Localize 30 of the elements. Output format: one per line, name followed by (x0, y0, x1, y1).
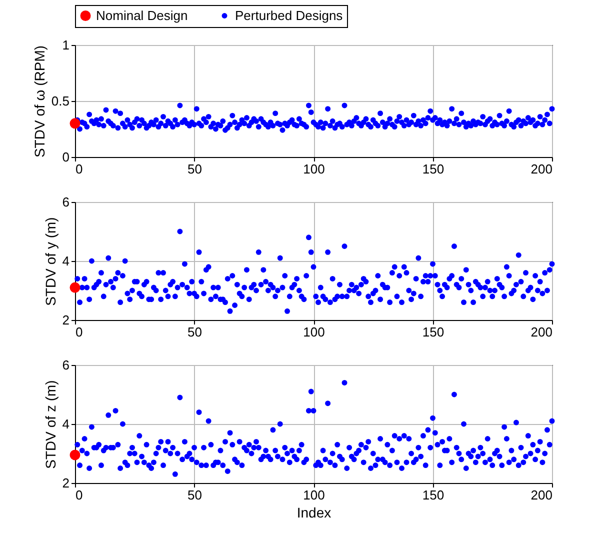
legend-label: Nominal Design (96, 8, 188, 23)
y-tick-label: 2 (62, 476, 70, 490)
x-tick-label: 100 (303, 324, 325, 340)
y-tick-label: 6 (62, 194, 70, 210)
y-tick-label: 6 (62, 358, 70, 372)
x-tick-label: 50 (188, 162, 202, 176)
y-axis-title: STDV of ω (RPM) (31, 45, 48, 158)
y-axis-title: STDV of y (m) (42, 217, 58, 306)
x-tick-label: 200 (530, 488, 552, 502)
y-tick-label: 4 (62, 416, 70, 432)
x-tick-label: 200 (530, 162, 552, 176)
y-tick-label: 4 (62, 254, 70, 268)
x-tick-label: 0 (76, 162, 83, 176)
x-tick-label: 200 (530, 324, 552, 340)
x-tick-label: 150 (422, 324, 444, 340)
x-tick-label: 50 (188, 488, 202, 502)
y-tick-label: 1 (62, 38, 70, 52)
x-tick-label: 150 (422, 162, 444, 176)
y-axis-title: STDV of z (m) (42, 380, 58, 469)
x-tick-label: 100 (303, 162, 325, 176)
x-tick-label: 150 (422, 488, 444, 502)
x-axis-title: Index (296, 504, 332, 520)
x-tick-label: 100 (303, 488, 325, 502)
legend-label: Perturbed Designs (235, 8, 344, 23)
x-tick-label: 0 (76, 488, 83, 502)
y-tick-label: 0 (62, 150, 70, 164)
y-tick-label: 2 (62, 312, 70, 328)
x-tick-label: 0 (76, 324, 83, 340)
y-tick-label: 0.5 (51, 94, 70, 108)
x-tick-label: 50 (188, 324, 202, 340)
